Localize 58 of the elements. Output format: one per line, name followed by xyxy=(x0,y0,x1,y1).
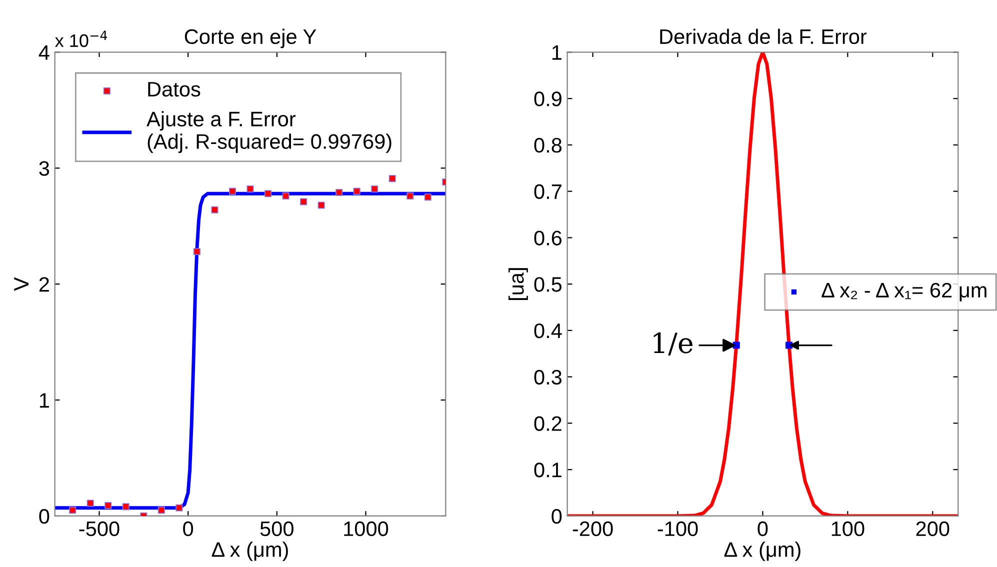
x-tick-label: -500 xyxy=(79,521,120,536)
y-tick-label: 4 xyxy=(38,45,50,60)
x-tick-label: 1000 xyxy=(344,521,388,536)
point xyxy=(158,506,165,514)
point xyxy=(371,185,378,193)
y-tick-label: 2 xyxy=(39,277,49,292)
point xyxy=(406,192,414,200)
point xyxy=(282,192,290,200)
x-tick-label: 500 xyxy=(260,521,294,536)
y-tick-label: 0 xyxy=(39,508,50,524)
x-tick-label: -100 xyxy=(658,521,698,536)
line-series xyxy=(54,192,446,510)
x-tick-label: 0 xyxy=(758,521,768,536)
y-tick-label: 0.5 xyxy=(534,277,562,292)
chart-title: Corte en eje Y xyxy=(184,28,316,48)
point xyxy=(211,206,218,214)
y-tick-label: 0.8 xyxy=(534,138,562,153)
point xyxy=(86,500,94,507)
x-tick-label: 0 xyxy=(183,521,194,536)
x-tick-label: 100 xyxy=(832,521,864,536)
point xyxy=(228,188,236,195)
y-tick-label: 1 xyxy=(40,393,49,408)
y-axis-title: V xyxy=(14,277,29,291)
y-axis-title: [ua] xyxy=(508,268,528,300)
point xyxy=(388,175,396,182)
point xyxy=(424,194,432,201)
y-tick-label: 1 xyxy=(552,45,562,60)
y-tick-label: 0.9 xyxy=(534,92,562,106)
point xyxy=(336,188,343,196)
x-tick-label: 200 xyxy=(916,521,950,536)
point xyxy=(246,185,254,193)
line-series xyxy=(567,52,958,516)
y-tick-label: 0.7 xyxy=(534,184,562,200)
point xyxy=(69,506,76,514)
legend-label: Ajuste a F. Error (Adj. R-squared= 0.99769) xyxy=(146,111,392,154)
point xyxy=(176,504,183,512)
legend-label: Datos xyxy=(148,82,200,97)
text: x 10$^{−4}$ xyxy=(55,30,108,48)
legend-label: Δ x₂ - Δ x₁= 62 μm xyxy=(822,282,986,302)
x-tick-label: -200 xyxy=(572,521,613,536)
point xyxy=(193,248,200,256)
y-tick-label: 3 xyxy=(39,161,50,176)
point xyxy=(122,503,130,510)
y-tick-label: 0.4 xyxy=(534,323,562,338)
y-tick-label: 0 xyxy=(552,508,562,524)
x-axis-title: Δ x (μm) xyxy=(724,542,800,562)
point xyxy=(353,188,360,195)
chart-title: Derivada de la F. Error xyxy=(660,28,867,44)
y-tick-label: 0.3 xyxy=(534,370,562,385)
point xyxy=(264,190,272,198)
y-tick-label: 0.6 xyxy=(534,230,562,246)
y-tick-label: 0.1 xyxy=(534,462,562,478)
annotation: 1/e xyxy=(654,332,692,356)
point xyxy=(104,502,112,510)
point xyxy=(318,202,325,209)
y-tick-label: 0.2 xyxy=(534,416,562,431)
point xyxy=(300,198,308,206)
x-axis-title: Δ x (μm) xyxy=(212,542,288,562)
